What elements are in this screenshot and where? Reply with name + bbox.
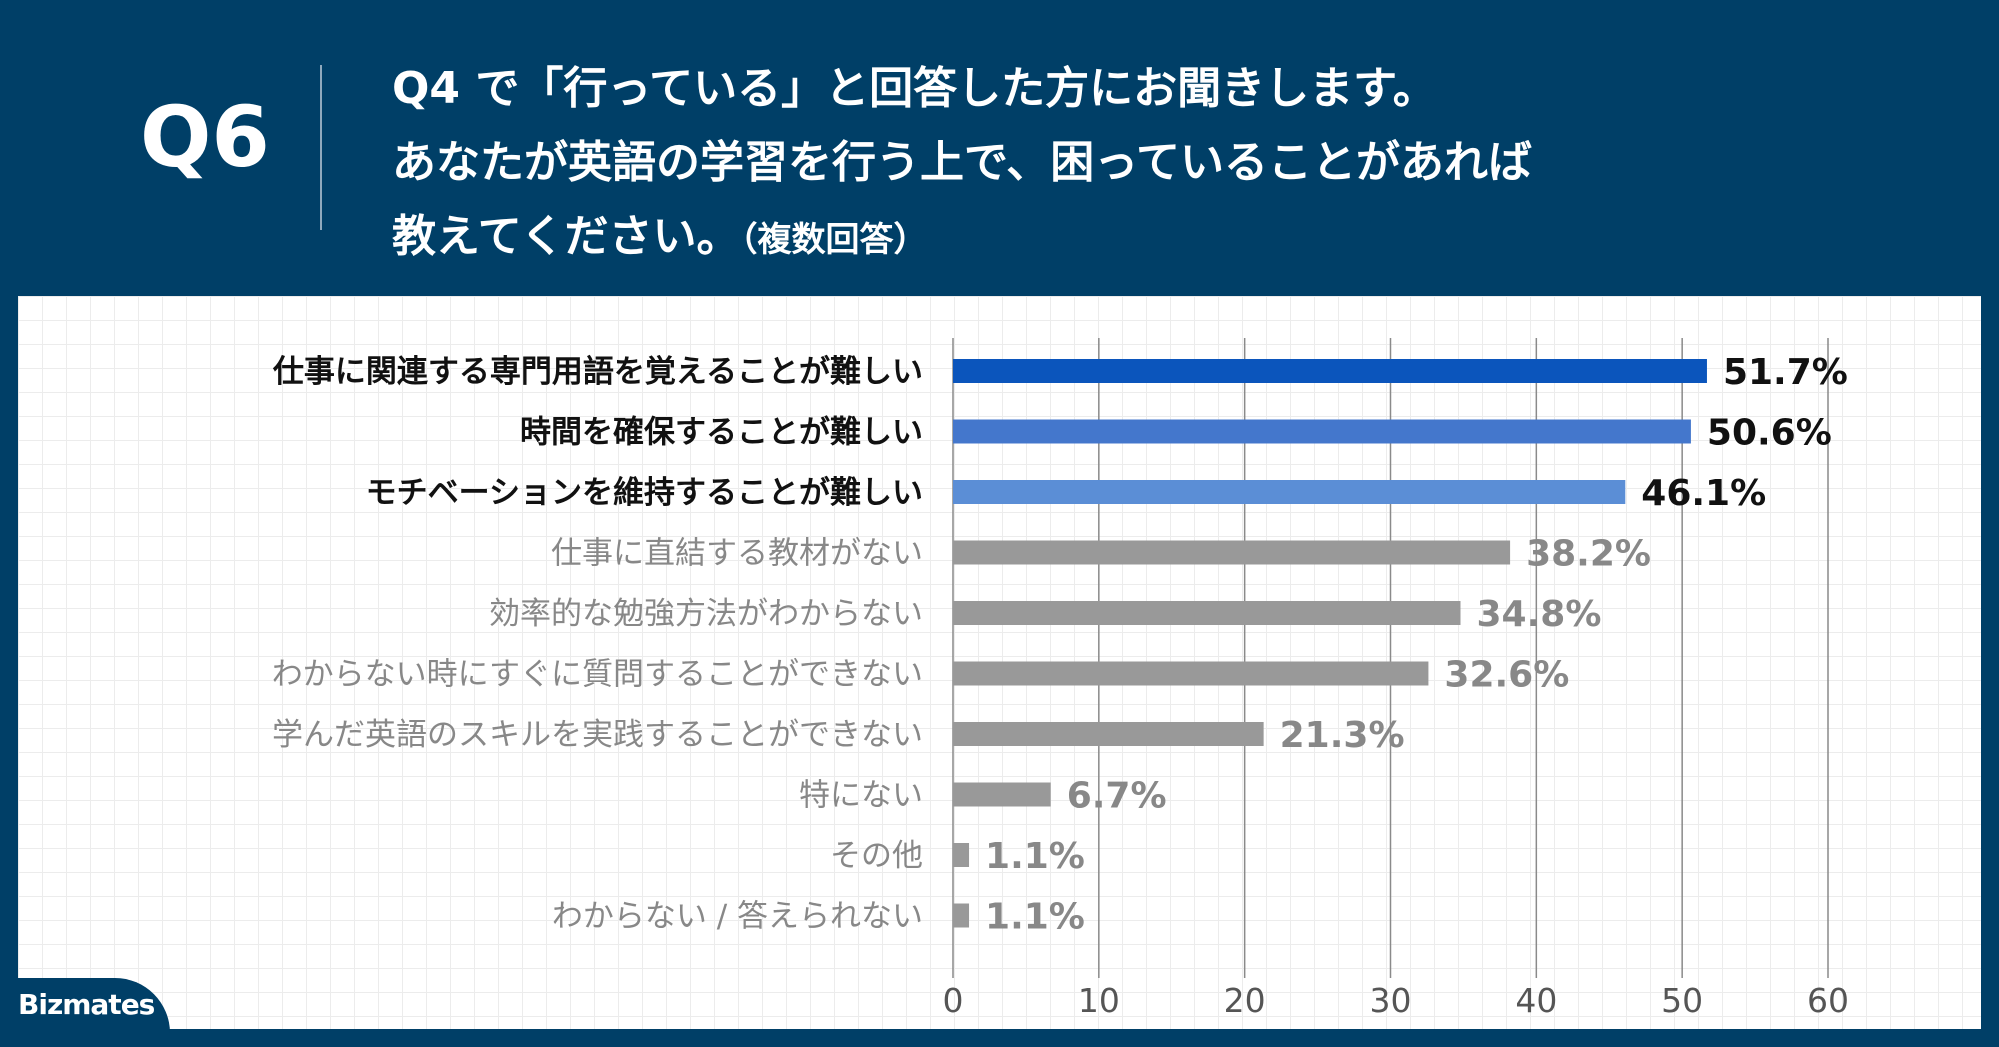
value-label-9: 1.1% xyxy=(985,897,1085,938)
header: Q6 Q4 で「行っている」と回答した方にお聞きします。 あなたが英語の学習を行… xyxy=(0,0,1999,295)
value-label-2: 46.1% xyxy=(1641,473,1766,514)
bar-4 xyxy=(953,601,1461,625)
bar-7 xyxy=(953,782,1051,807)
header-divider xyxy=(320,65,322,230)
question-line-3-text: 教えてください。 xyxy=(392,211,741,262)
category-label-4: 効率的な勉強方法がわからない xyxy=(489,596,923,632)
value-label-4: 34.8% xyxy=(1477,594,1602,635)
value-label-3: 38.2% xyxy=(1526,534,1651,575)
category-label-1: 時間を確保することが難しい xyxy=(520,415,923,451)
x-tick-label-40: 40 xyxy=(1515,981,1557,1020)
x-tick-label-60: 60 xyxy=(1807,981,1849,1020)
x-tick-label-0: 0 xyxy=(943,981,964,1020)
bar-5 xyxy=(953,661,1429,686)
bar-0 xyxy=(953,359,1707,383)
category-label-9: わからない / 答えられない xyxy=(552,899,923,935)
value-label-0: 51.7% xyxy=(1723,352,1848,393)
bar-1 xyxy=(953,419,1691,444)
bar-9 xyxy=(953,903,970,928)
bar-6 xyxy=(953,722,1264,746)
category-label-3: 仕事に直結する教材がない xyxy=(551,536,923,572)
question-line-2: あなたが英語の学習を行う上で、困っていることがあれば xyxy=(392,137,1533,188)
question-note: （複数回答） xyxy=(740,220,928,260)
value-label-5: 32.6% xyxy=(1444,655,1569,696)
chart-panel: 仕事に関連する専門用語を覚えることが難しい 51.7% 時間を確保することが難しい 5… xyxy=(18,296,1981,1029)
category-label-6: 学んだ英語のスキルを実践することができない xyxy=(272,717,923,753)
value-label-6: 21.3% xyxy=(1280,715,1405,756)
category-label-5: わからない時にすぐに質問することができない xyxy=(272,657,923,693)
question-line-3: 教えてください。（複数回答） xyxy=(392,200,1952,277)
category-label-8: その他 xyxy=(830,838,923,874)
brand-logo-text: Bizmates xyxy=(18,988,155,1021)
bar-chart: 仕事に関連する専門用語を覚えることが難しい 51.7% 時間を確保することが難しい 5… xyxy=(272,338,1849,1020)
question-text: Q4 で「行っている」と回答した方にお聞きします。 あなたが英語の学習を行う上で… xyxy=(392,52,1952,277)
value-label-7: 6.7% xyxy=(1067,776,1167,817)
question-number: Q6 xyxy=(140,88,270,186)
bar-3 xyxy=(953,540,1511,565)
x-tick-label-30: 30 xyxy=(1370,981,1412,1020)
category-label-0: 仕事に関連する専門用語を覚えることが難しい xyxy=(273,354,923,390)
category-label-2: モチベーションを維持することが難しい xyxy=(366,475,923,511)
brand-logo: Bizmates xyxy=(0,978,170,1033)
value-label-1: 50.6% xyxy=(1707,413,1832,454)
bar-2 xyxy=(953,480,1626,504)
category-label-7: 特にない xyxy=(799,778,923,814)
value-label-8: 1.1% xyxy=(985,836,1085,877)
x-tick-label-50: 50 xyxy=(1661,981,1703,1020)
x-tick-label-10: 10 xyxy=(1078,981,1120,1020)
question-line-1: Q4 で「行っている」と回答した方にお聞きします。 xyxy=(392,63,1437,114)
x-tick-label-20: 20 xyxy=(1224,981,1266,1020)
bar-8 xyxy=(953,843,970,867)
